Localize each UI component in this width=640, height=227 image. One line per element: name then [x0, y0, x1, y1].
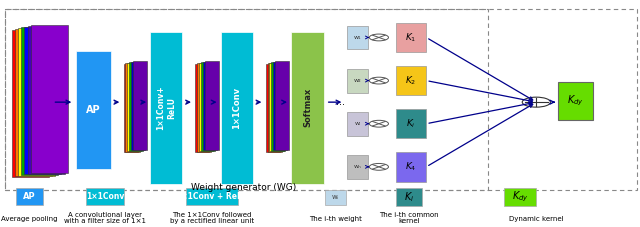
Bar [197, 63, 211, 152]
Bar [396, 66, 426, 95]
Bar [24, 27, 61, 174]
Text: by a rectified linear unit: by a rectified linear unit [170, 218, 254, 224]
Bar [271, 62, 285, 151]
Bar [347, 25, 368, 49]
Text: with a filter size of 1×1: with a filter size of 1×1 [64, 218, 146, 224]
Text: 1×1Conv + ReLU: 1×1Conv + ReLU [176, 192, 248, 201]
Text: $K_{dy}$: $K_{dy}$ [512, 190, 529, 204]
Bar [124, 64, 138, 152]
Text: $K_i$: $K_i$ [406, 117, 416, 130]
Text: Softmax: Softmax [303, 88, 312, 127]
Text: Dynamic kernel: Dynamic kernel [509, 216, 564, 222]
Bar [201, 62, 215, 151]
Text: Weight generator (WG): Weight generator (WG) [191, 183, 296, 192]
Bar [86, 188, 124, 205]
Bar [396, 109, 426, 138]
Bar [12, 30, 49, 177]
Bar [21, 27, 58, 175]
Text: AP: AP [86, 105, 100, 115]
Text: $K_4$: $K_4$ [405, 160, 417, 173]
Bar [269, 63, 284, 151]
Text: kernel: kernel [398, 218, 420, 224]
Bar [205, 61, 219, 150]
Text: A convolutional layer: A convolutional layer [68, 212, 142, 217]
Text: $K_{dy}$: $K_{dy}$ [567, 94, 584, 108]
Bar [275, 61, 289, 150]
Bar [396, 23, 426, 52]
Bar [76, 51, 111, 169]
Text: The i-th common: The i-th common [379, 212, 439, 217]
Text: AP: AP [23, 192, 36, 201]
Bar [129, 62, 143, 151]
Bar [131, 62, 145, 150]
Bar [5, 9, 488, 190]
Bar [28, 26, 65, 174]
Text: 1×1Conv: 1×1Conv [86, 192, 124, 201]
Bar [325, 190, 346, 205]
Bar [186, 188, 238, 205]
Text: 1×1Conv+
ReLU: 1×1Conv+ ReLU [156, 86, 177, 130]
Text: w₂: w₂ [354, 78, 361, 83]
Text: The i-th weight: The i-th weight [309, 216, 362, 222]
Bar [31, 25, 68, 173]
Bar [558, 82, 593, 120]
Bar [221, 32, 253, 184]
Bar [347, 155, 368, 179]
Bar [396, 188, 422, 206]
Bar [127, 63, 141, 151]
Bar [504, 188, 536, 206]
Bar [203, 62, 217, 150]
Bar [268, 63, 282, 152]
Text: wᵢ: wᵢ [332, 194, 339, 200]
Text: The 1×1Conv followed: The 1×1Conv followed [172, 212, 252, 217]
Bar [396, 152, 426, 182]
Bar [347, 69, 368, 93]
Bar [125, 63, 140, 152]
Text: $K_1$: $K_1$ [405, 31, 417, 44]
Bar [5, 9, 637, 190]
Bar [16, 188, 43, 205]
Bar [18, 28, 55, 176]
Text: wₙ: wₙ [353, 164, 362, 169]
Text: $K_i$: $K_i$ [404, 190, 414, 204]
Text: 1×1Conv: 1×1Conv [232, 87, 241, 129]
Bar [291, 32, 324, 184]
Text: w₁: w₁ [354, 35, 361, 40]
Bar [15, 29, 52, 176]
Text: wᵢ: wᵢ [355, 121, 360, 126]
Text: $K_2$: $K_2$ [405, 74, 417, 87]
Bar [266, 64, 280, 152]
Bar [133, 61, 147, 150]
Bar [273, 62, 287, 150]
Bar [199, 63, 213, 151]
Text: ...: ... [336, 97, 345, 107]
Bar [347, 112, 368, 136]
Bar [195, 64, 209, 152]
Text: Average pooling: Average pooling [1, 216, 58, 222]
Bar [150, 32, 182, 184]
